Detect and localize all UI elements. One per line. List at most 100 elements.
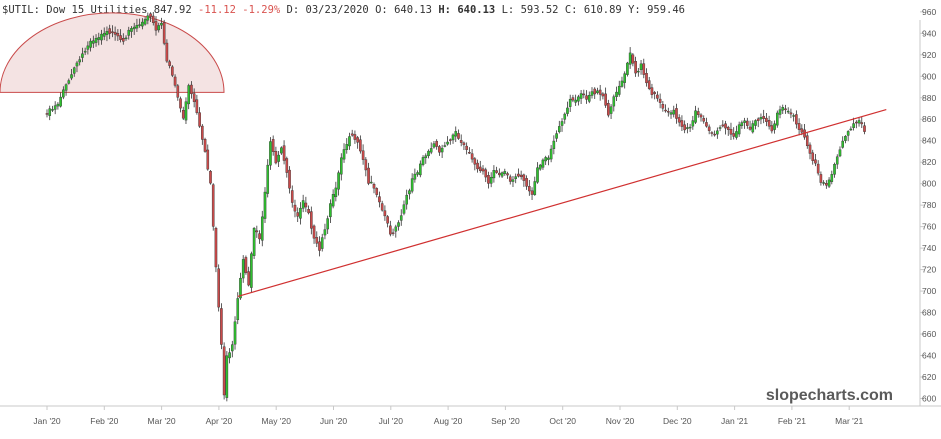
candle-body [587, 94, 591, 102]
candle-body [356, 137, 359, 143]
candle-body [857, 120, 861, 124]
candle-body [100, 33, 103, 41]
candle-body [198, 112, 201, 127]
candle-body [508, 176, 512, 182]
candle-body [827, 179, 831, 187]
candle-body [421, 157, 425, 165]
candle-body [566, 107, 569, 114]
candle-body [108, 28, 111, 34]
candle [443, 141, 447, 148]
candle [209, 170, 212, 185]
candle [356, 135, 359, 149]
candle [454, 126, 458, 143]
candle-body [408, 190, 411, 195]
candle-body [498, 172, 501, 176]
candle [105, 26, 109, 42]
candle [51, 105, 54, 112]
candle [78, 56, 81, 66]
candle [658, 93, 662, 109]
candle-body [165, 42, 169, 62]
y-tick-label: 780 [922, 200, 936, 210]
candle-body [334, 187, 338, 198]
candle-body [359, 139, 362, 152]
candle [432, 141, 436, 149]
candle [438, 145, 441, 156]
candle [696, 107, 700, 118]
candle [173, 74, 177, 88]
candle-body [776, 112, 779, 126]
candle [310, 206, 313, 235]
candle [634, 56, 637, 77]
candle [408, 188, 411, 200]
candle [290, 185, 294, 208]
candle [541, 158, 545, 170]
candle [740, 120, 744, 129]
candle [710, 131, 714, 137]
candle [143, 17, 147, 26]
candle [124, 35, 128, 41]
candle-body [767, 120, 771, 127]
candle [130, 26, 133, 38]
candle-body [315, 237, 319, 244]
candle-body [517, 173, 520, 177]
candle [601, 92, 605, 100]
candle-body [214, 227, 218, 268]
candle-body [740, 122, 744, 126]
candle-body [855, 121, 858, 124]
candle [206, 144, 210, 171]
candle-body [345, 144, 349, 150]
candle [686, 123, 689, 134]
candle [102, 27, 106, 41]
candle-body [844, 136, 847, 141]
candle [301, 194, 305, 213]
candle [222, 342, 226, 400]
candle [462, 141, 466, 150]
candle [138, 18, 141, 28]
candle-body [786, 110, 790, 113]
candle [342, 143, 346, 163]
trendline-layer [237, 108, 887, 298]
candle-body [833, 164, 836, 175]
candle-body [743, 120, 746, 123]
candle-body [781, 107, 785, 111]
candle [645, 68, 648, 87]
candle [247, 266, 250, 287]
candle-body [141, 21, 144, 27]
candle-body [555, 133, 558, 139]
candle-body [78, 59, 81, 63]
candle [517, 168, 520, 178]
header-d-label: D: [287, 4, 300, 16]
candle-body [669, 112, 673, 115]
header-y-value: 959.46 [647, 4, 685, 16]
candle-body [756, 118, 760, 121]
candle-body [601, 93, 605, 97]
candle [435, 139, 438, 150]
header-change: -11.12 [198, 4, 236, 16]
candle [795, 110, 798, 129]
candle-body [748, 126, 752, 130]
candle-body [310, 211, 313, 229]
candle [427, 149, 430, 159]
header-h-label: H: [438, 4, 451, 16]
candle-body [528, 186, 531, 192]
candle-body [454, 131, 458, 137]
candle [756, 117, 760, 128]
candle [108, 24, 111, 40]
candle-body [860, 122, 864, 125]
candle-body [726, 126, 730, 130]
candle [236, 292, 240, 325]
x-tick-label: Feb '21 [778, 416, 806, 426]
header-high: 640.13 [457, 4, 495, 16]
candle-body [789, 112, 793, 115]
candle-body [429, 148, 433, 153]
candle [528, 180, 531, 196]
candle [726, 125, 730, 136]
candle [819, 171, 823, 186]
candle [566, 101, 569, 117]
candle [263, 187, 267, 223]
candle [476, 159, 479, 173]
candle [558, 120, 561, 134]
candle-body [299, 207, 302, 219]
chart-header: $UTIL: Dow 15 Utilities 847.92 -11.12 -1… [2, 4, 685, 16]
candle [664, 104, 667, 113]
